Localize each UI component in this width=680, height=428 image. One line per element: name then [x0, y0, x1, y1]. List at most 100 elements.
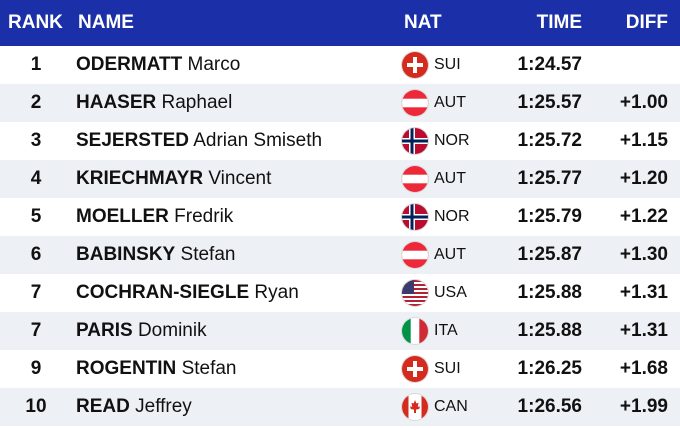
table-row[interactable]: 7 PARIS Dominik ITA 1:25.88 +1.31: [0, 312, 680, 350]
nation-code: NOR: [434, 208, 470, 225]
italy-flag-icon: [402, 318, 428, 344]
athlete-first-name: Vincent: [208, 168, 272, 189]
athlete-first-name: Marco: [187, 54, 241, 75]
nation-code: CAN: [434, 398, 468, 415]
table-row[interactable]: 5 MOELLER Fredrik NOR 1:25.79 +1.22: [0, 198, 680, 236]
nation-code: ITA: [434, 322, 458, 339]
rank-cell: 9: [30, 358, 42, 379]
time-cell: 1:25.57: [517, 92, 582, 113]
athlete-name[interactable]: KRIECHMAYR Vincent: [70, 168, 394, 190]
diff-cell: +1.68: [619, 358, 668, 379]
diff-cell: +1.30: [619, 244, 668, 265]
time-cell: 1:25.88: [517, 282, 582, 303]
header-name[interactable]: NAME: [78, 12, 134, 33]
nation-cell: ITA: [394, 318, 494, 344]
time-cell: 1:25.87: [517, 244, 582, 265]
nation-code: SUI: [434, 56, 461, 73]
time-cell: 1:25.72: [517, 130, 582, 151]
header-time[interactable]: TIME: [536, 12, 582, 33]
table-row[interactable]: 6 BABINSKY Stefan AUT 1:25.87 +1.30: [0, 236, 680, 274]
time-cell: 1:25.88: [517, 320, 582, 341]
time-cell: 1:24.57: [517, 54, 582, 75]
athlete-first-name: Adrian Smiseth: [193, 130, 323, 151]
nation-code: AUT: [434, 170, 466, 187]
rank-cell: 4: [30, 168, 42, 189]
rank-cell: 6: [30, 244, 42, 265]
athlete-name[interactable]: MOELLER Fredrik: [70, 206, 394, 228]
athlete-last-name: ROGENTIN: [76, 358, 177, 379]
athlete-last-name: KRIECHMAYR: [76, 168, 204, 189]
time-cell: 1:26.25: [517, 358, 582, 379]
time-cell: 1:25.77: [517, 168, 582, 189]
nation-cell: AUT: [394, 166, 494, 192]
nation-code: SUI: [434, 360, 461, 377]
nation-cell: SUI: [394, 52, 494, 78]
header-diff[interactable]: DIFF: [625, 12, 668, 33]
switzerland-flag-icon: [402, 52, 428, 78]
diff-cell: +1.99: [619, 396, 668, 417]
header-rank[interactable]: RANK: [8, 12, 63, 33]
diff-cell: +1.31: [619, 320, 668, 341]
header-nat[interactable]: NAT: [404, 12, 442, 33]
time-cell: 1:26.56: [517, 396, 582, 417]
nation-cell: NOR: [394, 128, 494, 154]
diff-cell: +1.20: [619, 168, 668, 189]
nation-code: NOR: [434, 132, 470, 149]
nation-cell: AUT: [394, 242, 494, 268]
athlete-name[interactable]: PARIS Dominik: [70, 320, 394, 342]
athlete-last-name: HAASER: [76, 92, 157, 113]
austria-flag-icon: [402, 242, 428, 268]
table-row[interactable]: 10 READ Jeffrey CAN 1:26.56 +1.99: [0, 388, 680, 426]
usa-flag-icon: [402, 280, 428, 306]
table-row[interactable]: 2 HAASER Raphael AUT 1:25.57 +1.00: [0, 84, 680, 122]
athlete-last-name: BABINSKY: [76, 244, 176, 265]
athlete-first-name: Dominik: [137, 320, 207, 341]
athlete-first-name: Fredrik: [174, 206, 234, 227]
athlete-last-name: PARIS: [76, 320, 133, 341]
rank-cell: 7: [30, 320, 42, 341]
athlete-last-name: ODERMATT: [76, 54, 183, 75]
nation-cell: CAN: [394, 394, 494, 420]
table-row[interactable]: 1 ODERMATT Marco SUI 1:24.57: [0, 46, 680, 84]
table-row[interactable]: 3 SEJERSTED Adrian Smiseth NOR 1:25.72 +1.15: [0, 122, 680, 160]
table-row[interactable]: 9 ROGENTIN Stefan SUI 1:26.25 +1.68: [0, 350, 680, 388]
table-row[interactable]: 4 KRIECHMAYR Vincent AUT 1:25.77 +1.20: [0, 160, 680, 198]
nation-cell: SUI: [394, 356, 494, 382]
athlete-last-name: COCHRAN-SIEGLE: [76, 282, 250, 303]
rank-cell: 5: [30, 206, 42, 227]
athlete-first-name: Stefan: [181, 358, 237, 379]
table-row[interactable]: 7 COCHRAN-SIEGLE Ryan USA 1:25.88 +1.31: [0, 274, 680, 312]
athlete-name[interactable]: HAASER Raphael: [70, 92, 394, 114]
nation-cell: USA: [394, 280, 494, 306]
rank-cell: 10: [25, 396, 47, 417]
athlete-name[interactable]: ROGENTIN Stefan: [70, 358, 394, 380]
nation-code: AUT: [434, 246, 466, 263]
canada-flag-icon: [402, 394, 428, 420]
table-header: RANK NAME NAT TIME DIFF: [0, 0, 680, 46]
nation-cell: AUT: [394, 90, 494, 116]
athlete-name[interactable]: BABINSKY Stefan: [70, 244, 394, 266]
athlete-name[interactable]: ODERMATT Marco: [70, 54, 394, 76]
switzerland-flag-icon: [402, 356, 428, 382]
athlete-first-name: Jeffrey: [135, 396, 192, 417]
norway-flag-icon: [402, 128, 428, 154]
diff-cell: +1.00: [619, 92, 668, 113]
athlete-last-name: READ: [76, 396, 130, 417]
rank-cell: 7: [30, 282, 42, 303]
rank-cell: 1: [30, 54, 42, 75]
time-cell: 1:25.79: [517, 206, 582, 227]
athlete-name[interactable]: SEJERSTED Adrian Smiseth: [70, 130, 394, 152]
athlete-name[interactable]: READ Jeffrey: [70, 396, 394, 418]
norway-flag-icon: [402, 204, 428, 230]
nation-code: USA: [434, 284, 467, 301]
diff-cell: +1.15: [619, 130, 668, 151]
rank-cell: 2: [30, 92, 42, 113]
athlete-last-name: SEJERSTED: [76, 130, 189, 151]
austria-flag-icon: [402, 166, 428, 192]
athlete-first-name: Stefan: [180, 244, 236, 265]
athlete-name[interactable]: COCHRAN-SIEGLE Ryan: [70, 282, 394, 304]
athlete-last-name: MOELLER: [76, 206, 169, 227]
nation-cell: NOR: [394, 204, 494, 230]
diff-cell: +1.31: [619, 282, 668, 303]
